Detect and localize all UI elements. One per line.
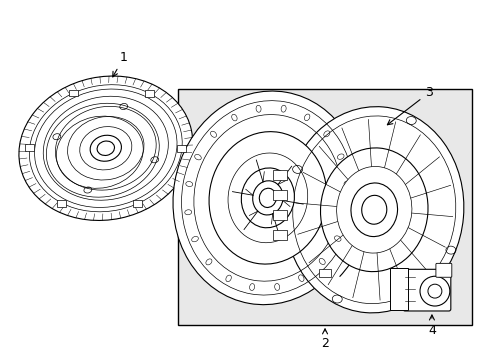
Ellipse shape	[19, 76, 192, 220]
FancyBboxPatch shape	[272, 170, 286, 180]
Ellipse shape	[350, 183, 397, 237]
Ellipse shape	[284, 107, 463, 313]
Text: 1: 1	[113, 51, 127, 77]
FancyBboxPatch shape	[272, 230, 286, 239]
FancyBboxPatch shape	[177, 145, 186, 152]
FancyBboxPatch shape	[272, 210, 286, 220]
FancyBboxPatch shape	[25, 144, 34, 151]
Ellipse shape	[336, 166, 411, 253]
FancyBboxPatch shape	[318, 269, 330, 277]
Ellipse shape	[361, 195, 386, 224]
FancyBboxPatch shape	[435, 264, 451, 277]
FancyBboxPatch shape	[272, 190, 286, 200]
Bar	[178, 89, 471, 325]
Ellipse shape	[241, 168, 294, 228]
Ellipse shape	[320, 148, 427, 272]
FancyBboxPatch shape	[133, 200, 142, 207]
FancyBboxPatch shape	[57, 199, 66, 207]
FancyBboxPatch shape	[402, 269, 450, 311]
Ellipse shape	[208, 132, 326, 264]
Text: 2: 2	[321, 329, 328, 350]
Ellipse shape	[173, 91, 362, 305]
Text: 3: 3	[386, 86, 432, 125]
Ellipse shape	[29, 85, 182, 212]
FancyBboxPatch shape	[389, 268, 407, 310]
FancyBboxPatch shape	[69, 90, 78, 96]
Text: 4: 4	[427, 315, 435, 337]
FancyBboxPatch shape	[145, 90, 154, 97]
